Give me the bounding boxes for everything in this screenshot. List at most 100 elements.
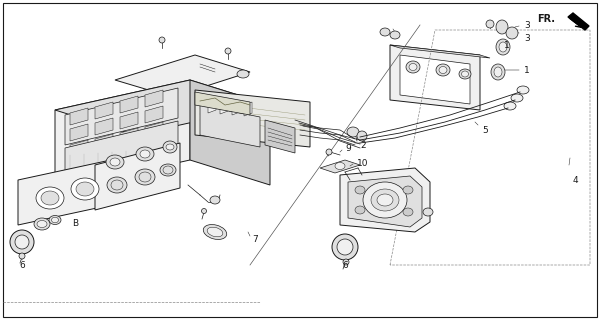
Text: 1: 1 bbox=[504, 41, 510, 50]
Ellipse shape bbox=[355, 206, 365, 214]
Text: 3: 3 bbox=[524, 34, 530, 43]
Text: 6: 6 bbox=[19, 260, 25, 269]
Ellipse shape bbox=[459, 69, 471, 79]
Ellipse shape bbox=[15, 235, 29, 249]
Polygon shape bbox=[145, 106, 163, 123]
Ellipse shape bbox=[343, 259, 349, 265]
Polygon shape bbox=[70, 124, 88, 141]
Ellipse shape bbox=[203, 225, 227, 239]
Polygon shape bbox=[55, 80, 270, 135]
Ellipse shape bbox=[326, 149, 332, 155]
Ellipse shape bbox=[461, 71, 469, 77]
Ellipse shape bbox=[377, 194, 393, 206]
Ellipse shape bbox=[403, 208, 413, 216]
Ellipse shape bbox=[496, 20, 508, 34]
Ellipse shape bbox=[499, 42, 507, 52]
Ellipse shape bbox=[106, 155, 124, 169]
Polygon shape bbox=[208, 99, 216, 113]
Text: 9: 9 bbox=[345, 143, 351, 153]
Ellipse shape bbox=[439, 67, 447, 74]
Ellipse shape bbox=[506, 27, 518, 39]
Polygon shape bbox=[195, 90, 310, 147]
Ellipse shape bbox=[371, 189, 399, 211]
Polygon shape bbox=[568, 13, 589, 30]
Polygon shape bbox=[145, 90, 163, 107]
Ellipse shape bbox=[36, 187, 64, 209]
Polygon shape bbox=[55, 80, 190, 190]
Ellipse shape bbox=[337, 239, 353, 255]
Polygon shape bbox=[18, 158, 120, 225]
Ellipse shape bbox=[363, 182, 407, 218]
Polygon shape bbox=[400, 55, 470, 104]
Ellipse shape bbox=[135, 169, 155, 185]
Text: 10: 10 bbox=[357, 158, 369, 167]
Polygon shape bbox=[190, 80, 270, 185]
Ellipse shape bbox=[355, 186, 365, 194]
Polygon shape bbox=[70, 108, 88, 125]
Ellipse shape bbox=[504, 102, 516, 110]
Ellipse shape bbox=[357, 131, 367, 141]
Ellipse shape bbox=[347, 127, 359, 137]
Polygon shape bbox=[145, 122, 163, 139]
Ellipse shape bbox=[207, 227, 223, 237]
Ellipse shape bbox=[390, 31, 400, 39]
Ellipse shape bbox=[486, 20, 494, 28]
Ellipse shape bbox=[332, 234, 358, 260]
Ellipse shape bbox=[163, 141, 177, 153]
Ellipse shape bbox=[494, 67, 502, 77]
Polygon shape bbox=[200, 105, 260, 147]
Text: 6: 6 bbox=[342, 260, 348, 269]
Ellipse shape bbox=[237, 70, 249, 78]
Polygon shape bbox=[390, 45, 480, 110]
Ellipse shape bbox=[496, 39, 510, 55]
Text: 2: 2 bbox=[360, 140, 366, 149]
Polygon shape bbox=[95, 102, 113, 119]
Polygon shape bbox=[65, 88, 178, 145]
Ellipse shape bbox=[10, 230, 34, 254]
Polygon shape bbox=[120, 128, 138, 145]
Ellipse shape bbox=[406, 61, 420, 73]
Text: 5: 5 bbox=[482, 125, 488, 134]
Polygon shape bbox=[120, 96, 138, 113]
Ellipse shape bbox=[19, 253, 25, 259]
Polygon shape bbox=[115, 55, 250, 97]
Polygon shape bbox=[70, 140, 88, 157]
Ellipse shape bbox=[166, 144, 174, 150]
Text: FR.: FR. bbox=[537, 14, 555, 24]
Ellipse shape bbox=[37, 220, 47, 228]
Polygon shape bbox=[95, 118, 113, 135]
Polygon shape bbox=[390, 45, 490, 58]
Ellipse shape bbox=[491, 64, 505, 80]
Polygon shape bbox=[244, 102, 252, 116]
Ellipse shape bbox=[140, 150, 150, 158]
Polygon shape bbox=[220, 100, 228, 114]
Ellipse shape bbox=[110, 158, 120, 166]
Polygon shape bbox=[348, 176, 422, 227]
Ellipse shape bbox=[107, 177, 127, 193]
Polygon shape bbox=[95, 134, 113, 151]
Polygon shape bbox=[95, 143, 180, 210]
Polygon shape bbox=[195, 92, 250, 115]
Text: B: B bbox=[72, 220, 78, 228]
Ellipse shape bbox=[52, 217, 59, 223]
Ellipse shape bbox=[380, 28, 390, 36]
Ellipse shape bbox=[403, 186, 413, 194]
Ellipse shape bbox=[517, 86, 529, 94]
Ellipse shape bbox=[436, 64, 450, 76]
Text: 4: 4 bbox=[572, 175, 578, 185]
Bar bbox=[155, 156, 177, 172]
Ellipse shape bbox=[511, 94, 523, 102]
Ellipse shape bbox=[409, 63, 417, 70]
Ellipse shape bbox=[210, 196, 220, 204]
Text: 3: 3 bbox=[524, 20, 530, 29]
Ellipse shape bbox=[34, 218, 50, 230]
Ellipse shape bbox=[159, 37, 165, 43]
Polygon shape bbox=[320, 160, 360, 173]
Text: 1: 1 bbox=[524, 66, 530, 75]
Ellipse shape bbox=[423, 208, 433, 216]
Polygon shape bbox=[65, 121, 178, 187]
Polygon shape bbox=[265, 120, 295, 153]
Polygon shape bbox=[120, 112, 138, 129]
Ellipse shape bbox=[41, 191, 59, 205]
Ellipse shape bbox=[160, 164, 176, 176]
